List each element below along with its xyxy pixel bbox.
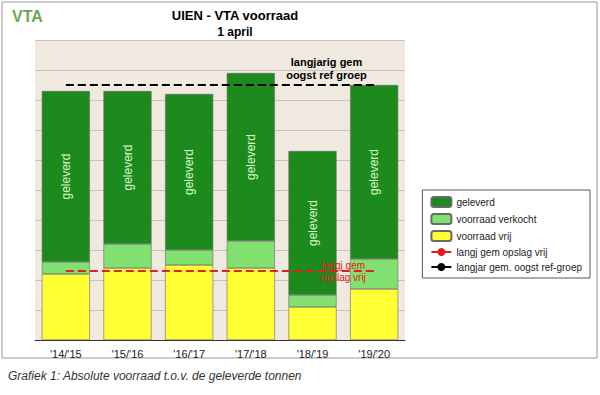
svg-text:'16/'17: '16/'17 (173, 348, 205, 360)
svg-text:Grafiek 1: Absolute voorraad t: Grafiek 1: Absolute voorraad t.o.v. de g… (8, 369, 302, 383)
svg-text:geleverd: geleverd (306, 200, 320, 246)
svg-text:UIEN - VTA voorraad: UIEN - VTA voorraad (172, 8, 298, 23)
svg-text:langjarig gem: langjarig gem (291, 56, 363, 68)
svg-text:opslag vrij: opslag vrij (321, 272, 366, 283)
svg-text:'15/'16: '15/'16 (112, 348, 144, 360)
svg-text:voorraad verkocht: voorraad verkocht (456, 214, 536, 225)
svg-text:langj gem: langj gem (322, 260, 365, 271)
svg-text:langjar gem. oogst ref-groep: langjar gem. oogst ref-groep (456, 262, 582, 273)
svg-text:'19/'20: '19/'20 (358, 348, 390, 360)
svg-text:oogst ref groep: oogst ref groep (286, 69, 367, 81)
svg-text:geleverd: geleverd (121, 144, 135, 190)
svg-text:langj gem opslag vrij: langj gem opslag vrij (456, 247, 547, 258)
svg-text:geleverd: geleverd (59, 153, 73, 199)
svg-text:geleverd: geleverd (367, 149, 381, 195)
svg-text:VTA: VTA (12, 8, 43, 25)
svg-text:'18/'19: '18/'19 (297, 348, 329, 360)
svg-text:geleverd: geleverd (182, 149, 196, 195)
svg-text:voorraad vrij: voorraad vrij (456, 231, 511, 242)
svg-text:geleverd: geleverd (456, 197, 494, 208)
svg-text:geleverd: geleverd (244, 134, 258, 180)
svg-text:'14/'15: '14/'15 (50, 348, 82, 360)
svg-text:'17/'18: '17/'18 (235, 348, 267, 360)
svg-text:1 april: 1 april (217, 25, 252, 39)
